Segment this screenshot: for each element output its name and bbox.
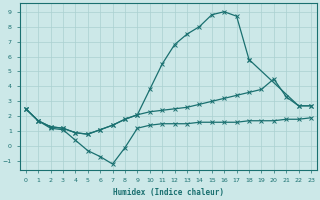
X-axis label: Humidex (Indice chaleur): Humidex (Indice chaleur) xyxy=(113,188,224,197)
